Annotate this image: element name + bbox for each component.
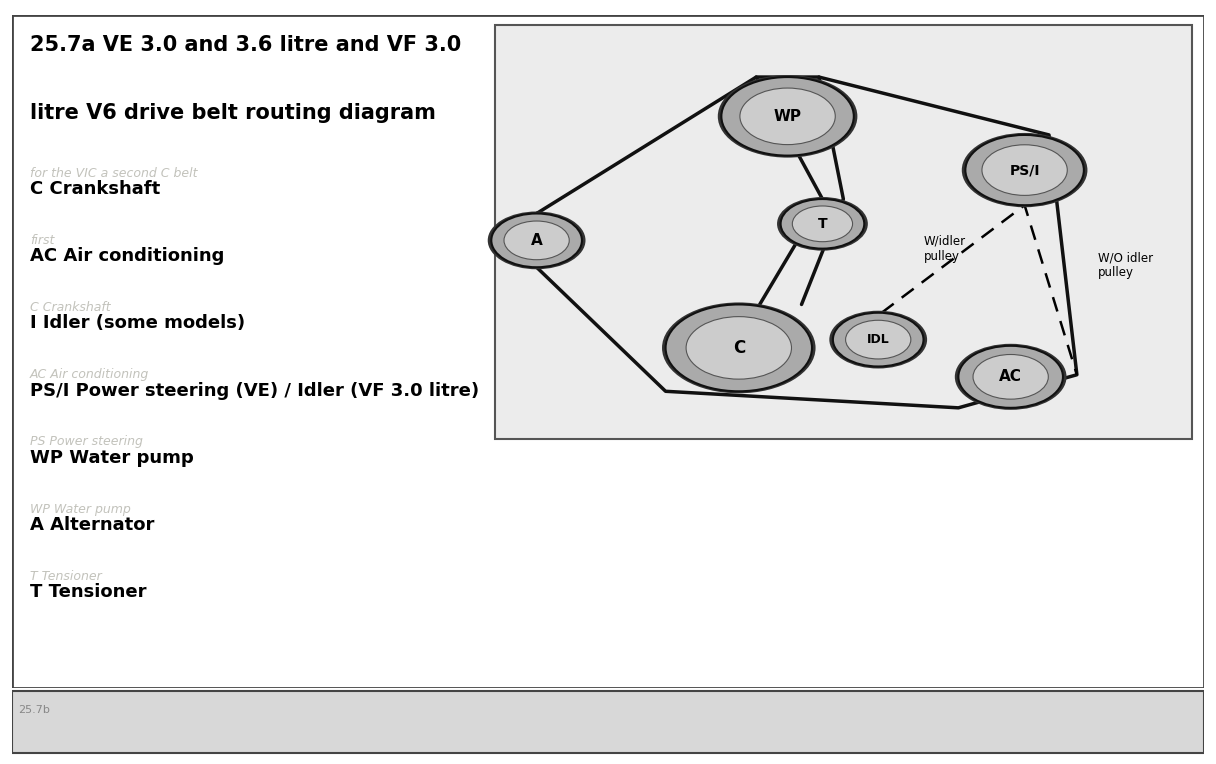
Text: AC Air conditioning: AC Air conditioning — [30, 368, 150, 381]
Ellipse shape — [966, 135, 1083, 206]
Ellipse shape — [662, 303, 816, 393]
Ellipse shape — [845, 320, 911, 359]
Ellipse shape — [781, 199, 865, 248]
Text: litre V6 drive belt routing diagram: litre V6 drive belt routing diagram — [30, 102, 435, 123]
Text: T: T — [817, 217, 827, 231]
Text: W/O idler
pulley: W/O idler pulley — [1098, 251, 1153, 279]
Text: WP Water pump: WP Water pump — [30, 449, 193, 467]
Ellipse shape — [793, 206, 852, 241]
Ellipse shape — [686, 316, 792, 379]
Ellipse shape — [717, 75, 857, 157]
Text: PS/I Power steering (VE) / Idler (VF 3.0 litre): PS/I Power steering (VE) / Idler (VF 3.0… — [30, 382, 479, 400]
Ellipse shape — [833, 312, 923, 367]
Text: C: C — [733, 339, 745, 357]
Ellipse shape — [983, 144, 1068, 196]
Ellipse shape — [491, 213, 582, 267]
Bar — [495, 25, 1192, 439]
Ellipse shape — [962, 133, 1087, 207]
Ellipse shape — [739, 88, 835, 144]
Ellipse shape — [488, 212, 586, 269]
Text: AC Air conditioning: AC Air conditioning — [30, 248, 225, 265]
Ellipse shape — [503, 221, 569, 260]
Text: A Alternator: A Alternator — [30, 516, 154, 534]
Ellipse shape — [721, 77, 854, 156]
Text: 25.7a VE 3.0 and 3.6 litre and VF 3.0: 25.7a VE 3.0 and 3.6 litre and VF 3.0 — [30, 35, 461, 56]
Text: T Tensioner: T Tensioner — [30, 570, 102, 583]
Text: C Crankshaft: C Crankshaft — [30, 301, 111, 314]
Ellipse shape — [829, 311, 927, 368]
Text: A: A — [530, 233, 542, 248]
Text: first: first — [30, 234, 55, 247]
Text: I Idler (some models): I Idler (some models) — [30, 315, 246, 332]
Text: PS Power steering: PS Power steering — [30, 435, 143, 448]
Ellipse shape — [665, 305, 812, 391]
Ellipse shape — [958, 346, 1063, 408]
Text: WP: WP — [773, 108, 801, 124]
Text: for the VIC a second C belt: for the VIC a second C belt — [30, 167, 197, 180]
Text: C Crankshaft: C Crankshaft — [30, 180, 161, 198]
Ellipse shape — [777, 197, 868, 251]
Text: IDL: IDL — [867, 333, 890, 346]
Text: W/idler
pulley: W/idler pulley — [923, 235, 966, 263]
Ellipse shape — [973, 354, 1048, 399]
Text: WP Water pump: WP Water pump — [30, 503, 131, 516]
Text: T Tensioner: T Tensioner — [30, 584, 147, 601]
Text: PS/I: PS/I — [1009, 163, 1040, 177]
Text: 25.7b: 25.7b — [18, 704, 50, 715]
Ellipse shape — [955, 344, 1066, 410]
Text: AC: AC — [1000, 369, 1023, 384]
